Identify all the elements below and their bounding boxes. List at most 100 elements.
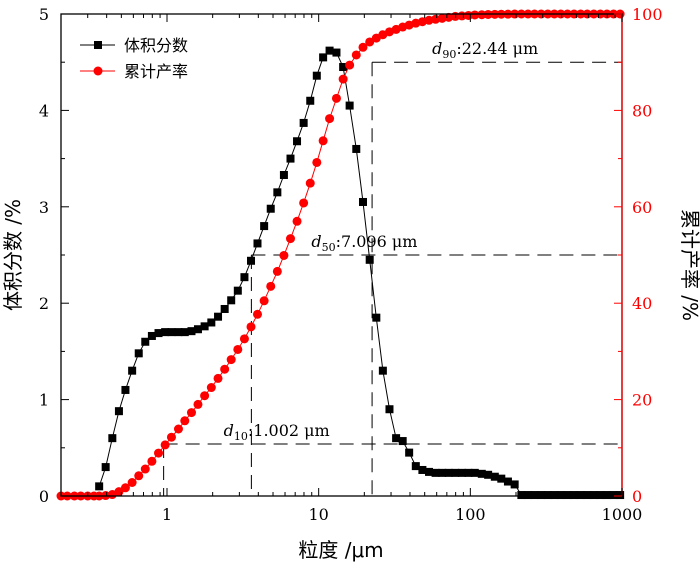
data-point-cumulative [233, 344, 243, 354]
data-point-volume [570, 491, 579, 500]
data-point-cumulative [200, 391, 210, 401]
data-point-volume [550, 491, 559, 500]
data-point-volume [589, 491, 598, 500]
data-point-cumulative [193, 399, 203, 409]
data-point-volume [438, 468, 447, 477]
data-point-volume [174, 328, 183, 337]
data-point-cumulative [286, 234, 296, 244]
legend-volume-marker [94, 41, 102, 49]
data-point-cumulative [266, 281, 276, 291]
data-point-volume [134, 349, 143, 358]
data-point-cumulative [259, 296, 269, 306]
legend-cumulative-marker [93, 66, 103, 76]
data-point-volume [510, 480, 519, 489]
data-point-cumulative [180, 416, 190, 426]
data-point-cumulative [246, 322, 256, 332]
data-point-volume [240, 273, 249, 282]
data-point-volume [352, 144, 361, 153]
data-point-cumulative [477, 10, 487, 20]
annotation-d90-label: d90:22.44 μm [432, 39, 538, 61]
data-point-volume [477, 469, 486, 478]
x-tick-label: 1 [162, 505, 172, 524]
data-point-cumulative [292, 216, 302, 226]
data-point-volume [108, 434, 117, 443]
y-left-tick-label: 4 [39, 101, 49, 120]
data-point-volume [128, 366, 137, 375]
data-point-volume [596, 491, 605, 500]
data-point-volume [431, 468, 440, 477]
reference-lines [163, 61, 622, 496]
x-axis: 1 10 100 1000 [60, 14, 643, 524]
data-point-volume [339, 63, 348, 72]
data-point-volume [484, 470, 493, 479]
data-point-volume [141, 337, 150, 346]
data-point-cumulative [338, 74, 348, 84]
y-right-tick-label: 40 [632, 294, 652, 313]
data-point-cumulative [279, 250, 289, 260]
data-point-cumulative [272, 266, 282, 276]
data-point-volume [187, 327, 196, 336]
data-point-volume [266, 204, 275, 213]
y-left-tick-label: 1 [39, 391, 49, 410]
x-tick-label: 100 [455, 505, 486, 524]
data-point-volume [220, 304, 229, 313]
data-point-volume [464, 468, 473, 477]
data-point-cumulative [134, 471, 144, 481]
data-point-cumulative [299, 198, 309, 208]
y-axis-left: 0 1 2 3 4 5 [39, 5, 69, 506]
data-point-cumulative [431, 14, 441, 24]
data-point-volume [200, 322, 209, 331]
data-point-volume [286, 154, 295, 163]
annotation-d10-label: d10:1.002 μm [224, 421, 330, 443]
y-right-tick-label: 80 [632, 101, 652, 120]
data-point-cumulative [365, 37, 375, 47]
y-left-tick-label: 5 [39, 5, 49, 24]
data-point-volume [392, 434, 401, 443]
data-point-volume [365, 255, 374, 264]
data-point-cumulative [160, 440, 170, 450]
data-point-cumulative [147, 456, 157, 466]
y-left-tick-label: 2 [39, 294, 49, 313]
data-point-cumulative [206, 383, 216, 393]
y-right-tick-label: 60 [632, 198, 652, 217]
data-point-volume [372, 313, 381, 322]
series-cumulative-line [56, 9, 625, 501]
data-point-cumulative [351, 50, 361, 60]
data-point-cumulative [173, 424, 183, 434]
data-point-volume [193, 325, 202, 334]
data-point-volume [279, 170, 288, 179]
data-point-volume [358, 197, 367, 206]
data-point-cumulative [120, 483, 130, 493]
y-axis-right: 0 20 40 60 80 100 [614, 5, 663, 506]
y-left-tick-label: 3 [39, 198, 49, 217]
data-point-volume [451, 468, 460, 477]
data-point-cumulative [318, 136, 328, 146]
data-point-volume [214, 312, 223, 321]
data-point-volume [167, 328, 176, 337]
y-right-tick-label: 20 [632, 391, 652, 410]
data-point-cumulative [154, 448, 164, 458]
data-point-volume [583, 491, 592, 500]
data-point-cumulative [345, 60, 355, 70]
data-point-volume [147, 331, 156, 340]
data-point-cumulative [312, 157, 322, 167]
data-point-volume [273, 188, 282, 197]
data-point-cumulative [424, 15, 434, 25]
data-point-volume [418, 465, 427, 474]
y-left-tick-label: 0 [39, 487, 49, 506]
data-point-cumulative [140, 464, 150, 474]
data-point-volume [306, 96, 315, 105]
data-point-volume [405, 448, 414, 457]
x-tick-label: 10 [308, 505, 328, 524]
data-point-volume [497, 474, 506, 483]
x-tick-label: 1000 [602, 505, 643, 524]
series-volume-line [95, 46, 625, 500]
data-point-volume [470, 468, 479, 477]
data-point-volume [378, 366, 387, 375]
data-point-cumulative [358, 42, 368, 52]
data-point-volume [530, 491, 539, 500]
x-axis-title: 粒度 /μm [298, 538, 383, 562]
legend: 体积分数 累计产率 [80, 36, 188, 81]
data-point-volume [411, 462, 420, 471]
